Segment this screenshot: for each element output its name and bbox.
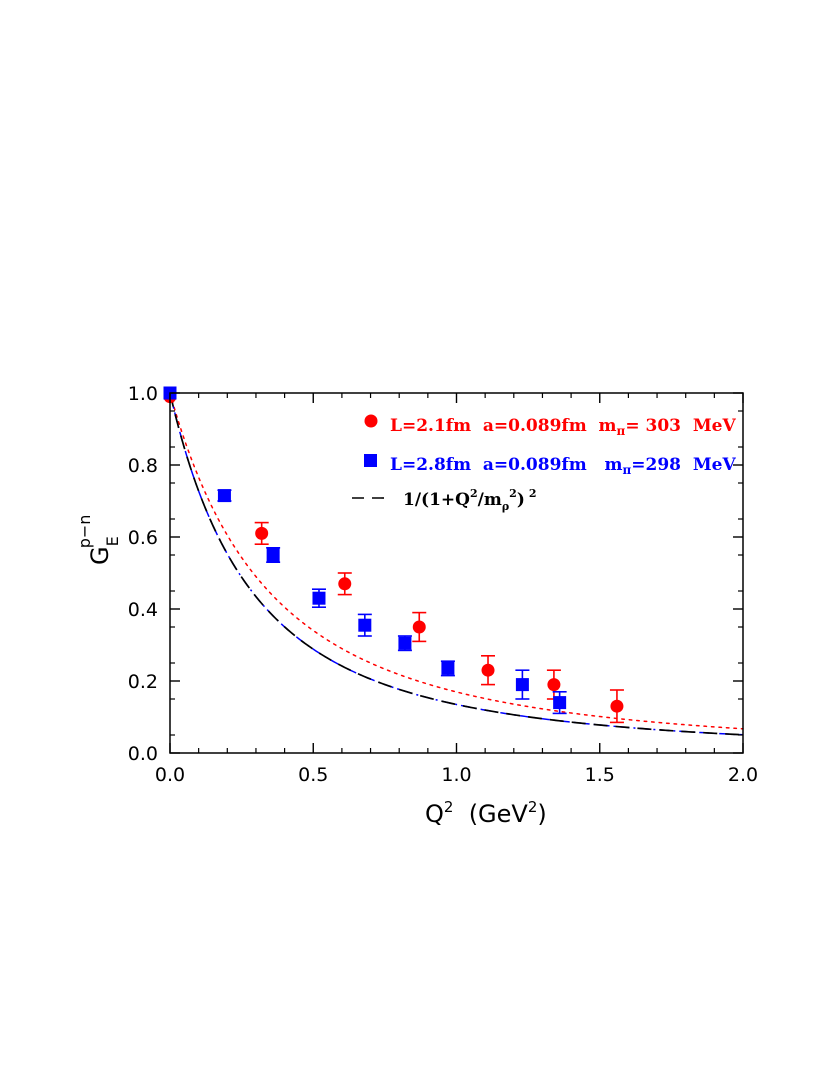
data-point-circle <box>338 577 352 591</box>
legend-1-sub: π <box>617 424 626 438</box>
data-point-circle <box>481 663 495 677</box>
data-point-circle <box>412 620 426 634</box>
data-point-square <box>441 661 455 675</box>
data-point-circle <box>610 699 624 713</box>
legend-3-sup3: 2 <box>529 487 537 500</box>
plot-frame <box>169 392 744 754</box>
data-point-square <box>312 591 326 605</box>
data-point-circle <box>547 678 561 692</box>
y-tick-label: 0.0 <box>128 743 158 765</box>
legend-3-mid: /m <box>478 490 502 510</box>
data-point-circle <box>255 526 269 540</box>
x-tick-label: 0.5 <box>298 764 328 786</box>
legend-3-post: ) <box>517 490 525 510</box>
legend-label-series-2: L=2.8fm a=0.089fm mπ=298 MeV <box>390 455 736 477</box>
x-tick-label: 0.0 <box>155 764 185 786</box>
legend-3-sup2: 2 <box>509 487 517 500</box>
data-point-square <box>266 548 280 562</box>
legend: L=2.1fm a=0.089fm mπ= 303 MeV L=2.8fm a=… <box>352 414 736 513</box>
data-point-square <box>553 696 567 710</box>
y-tick-label: 0.4 <box>128 599 158 621</box>
x-axis-label-end: ) <box>537 800 546 828</box>
data-point-square <box>398 636 412 650</box>
legend-label-series-3: 1/(1+Q2/mρ2) 2 <box>403 487 537 513</box>
legend-3-sup1: 2 <box>470 487 478 500</box>
axis-ticks: 0.0 0.5 1.0 1.5 2.0 0.0 0.2 0.4 0.6 0.8 1.0 <box>128 383 758 786</box>
fit-curve-1 <box>169 392 744 730</box>
y-axis-label: GEp−n <box>75 515 122 565</box>
y-tick-label: 0.2 <box>128 671 158 693</box>
fit-curves <box>169 392 744 736</box>
data-point-square <box>217 489 231 503</box>
y-tick-label: 1.0 <box>128 383 158 405</box>
x-tick-label: 2.0 <box>728 764 758 786</box>
x-tick-label: 1.5 <box>585 764 615 786</box>
x-axis-label-sup: 2 <box>444 798 454 816</box>
y-tick-label: 0.6 <box>128 527 158 549</box>
legend-2-post: =298 MeV <box>631 455 736 475</box>
x-tick-label: 1.0 <box>441 764 471 786</box>
legend-3-pre: 1/(1+Q <box>403 490 470 510</box>
legend-label-series-1: L=2.1fm a=0.089fm mπ= 303 MeV <box>390 416 736 438</box>
legend-3-sub: ρ <box>502 500 509 513</box>
legend-1-post: = 303 MeV <box>625 416 736 436</box>
x-axis-label-sup2: 2 <box>528 798 538 816</box>
data-point-square <box>515 678 529 692</box>
legend-1-pre: L=2.1fm a=0.089fm m <box>390 416 617 436</box>
data-point-square <box>358 618 372 632</box>
y-tick-label: 0.8 <box>128 455 158 477</box>
y-axis-label-base: G <box>86 546 114 565</box>
x-axis-label: Q2 (GeV2) <box>425 798 547 828</box>
x-axis-label-mid: (GeV <box>453 800 528 828</box>
legend-2-sub: π <box>622 463 631 477</box>
legend-marker-blue-square <box>364 454 377 467</box>
x-axis-label-base: Q <box>425 800 444 828</box>
y-axis-label-sup: p−n <box>75 515 94 549</box>
data-points <box>163 386 624 724</box>
legend-marker-red-circle <box>364 414 378 428</box>
fit-curve-3 <box>169 392 744 736</box>
fit-curve-2 <box>169 392 744 736</box>
y-axis-label-sub: E <box>103 536 122 546</box>
legend-2-pre: L=2.8fm a=0.089fm m <box>390 455 622 475</box>
